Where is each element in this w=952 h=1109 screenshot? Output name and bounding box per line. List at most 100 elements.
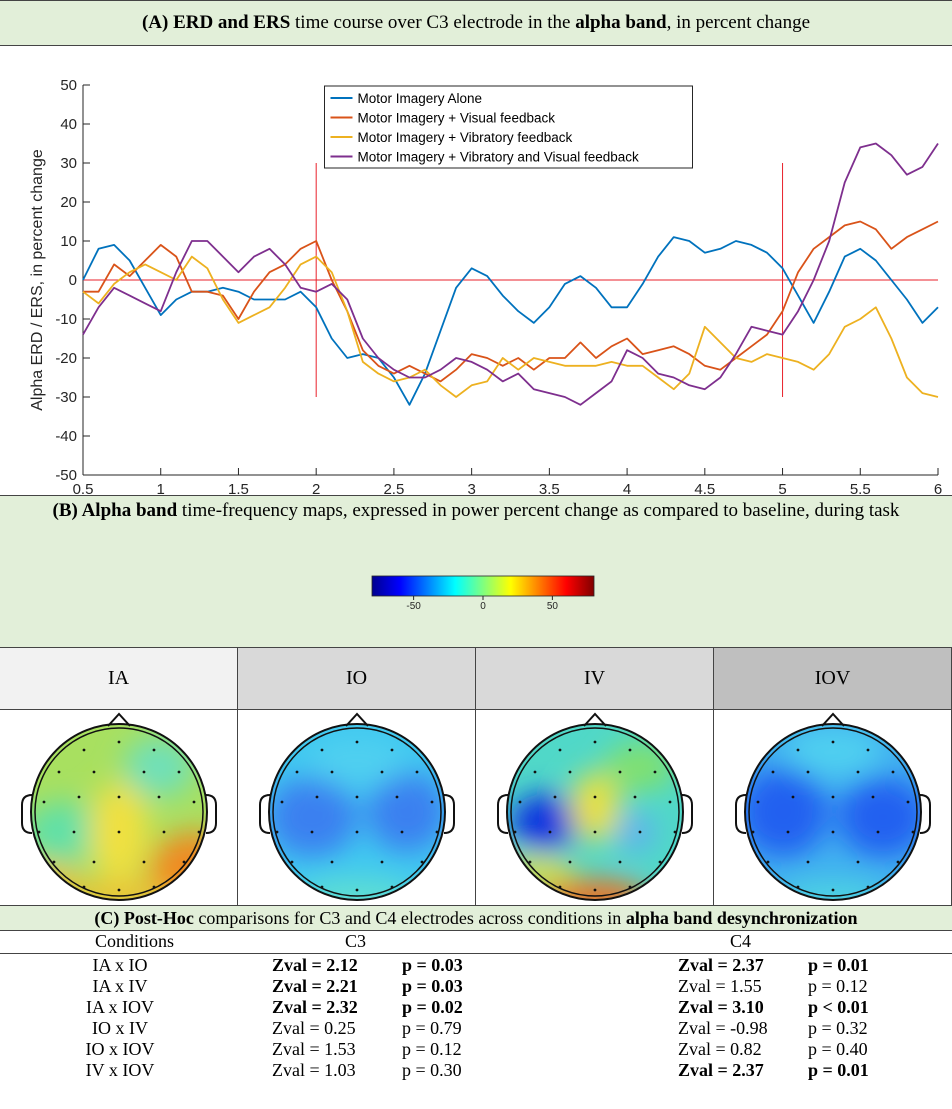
topomap-field bbox=[31, 724, 207, 900]
electrode bbox=[528, 860, 532, 864]
electrode bbox=[355, 740, 359, 744]
series-line bbox=[83, 220, 939, 383]
topomap-blob bbox=[507, 857, 575, 887]
title-part: alpha band bbox=[575, 12, 667, 33]
y-tick-label: 40 bbox=[60, 116, 77, 133]
electrode bbox=[558, 748, 562, 752]
condition-cell: IA x IV bbox=[92, 976, 148, 996]
table-row: IA x IO Zval = 2.12 p = 0.03 Zval = 2.37 p =… bbox=[0, 955, 952, 977]
topomap-blob bbox=[838, 777, 921, 857]
topomap bbox=[735, 712, 931, 901]
topomap-blob bbox=[59, 882, 179, 900]
electrode bbox=[593, 795, 597, 799]
electrode bbox=[856, 860, 860, 864]
posthoc-table: Conditions C3 C4 IA x IO Zval = 2.12 p = 0.03… bbox=[0, 931, 952, 1109]
zval-cell: Zval = 2.37 bbox=[678, 955, 764, 975]
topomap-field bbox=[507, 724, 683, 900]
title-part: time course over C3 electrode in the bbox=[290, 12, 576, 33]
electrode bbox=[771, 770, 775, 774]
electrode bbox=[831, 888, 835, 892]
legend-label: Motor Imagery + Visual feedback bbox=[358, 111, 556, 126]
electrode bbox=[380, 860, 384, 864]
y-tick-label: -10 bbox=[55, 311, 77, 328]
y-axis-label: Alpha ERD / ERS, in percent change bbox=[29, 149, 46, 411]
electrode bbox=[568, 860, 572, 864]
topomap-blob bbox=[615, 812, 655, 852]
topomap bbox=[259, 712, 455, 901]
topomap-blob bbox=[570, 772, 620, 842]
y-tick-label: 30 bbox=[60, 155, 77, 172]
y-tick-label: 0 bbox=[69, 272, 77, 289]
electrode bbox=[786, 830, 790, 834]
head-inner bbox=[34, 727, 204, 897]
x-tick-label: 4.5 bbox=[694, 481, 715, 495]
chart: -50 -40 -30 -20 -10 0 10 20 30 40 50 0.5 1 1.5 2 2.5 3 3.… bbox=[29, 77, 942, 495]
head-ear bbox=[681, 794, 693, 834]
head-outline bbox=[744, 723, 922, 901]
y-tick-label: -50 bbox=[55, 467, 77, 484]
topomap-blob bbox=[31, 802, 104, 862]
condition-label: IV bbox=[476, 648, 714, 710]
electrode bbox=[72, 830, 76, 834]
zval-cell: Zval = 2.37 bbox=[678, 1060, 764, 1080]
zval-cell: Zval = -0.98 bbox=[678, 1018, 768, 1038]
electrode bbox=[866, 885, 870, 889]
x-tick-label: 1.5 bbox=[228, 481, 249, 495]
zval-cell: Zval = 0.25 bbox=[272, 1018, 356, 1038]
title-part: (C) Post-Hoc bbox=[94, 908, 194, 928]
head-ear bbox=[497, 794, 509, 834]
electrode bbox=[831, 740, 835, 744]
electrode bbox=[866, 748, 870, 752]
topomap-blob bbox=[31, 862, 79, 900]
panel-a-header: (A) ERD and ERS time course over C3 elec… bbox=[0, 0, 952, 46]
title-part: (B) Alpha band bbox=[52, 500, 178, 521]
electrode bbox=[906, 800, 910, 804]
electrode bbox=[77, 795, 81, 799]
electrode bbox=[117, 740, 121, 744]
electrode bbox=[142, 860, 146, 864]
table-row: IA x IOV Zval = 2.32 p = 0.02 Zval = 3.10 p … bbox=[0, 997, 952, 1019]
electrode bbox=[182, 860, 186, 864]
electrode bbox=[117, 795, 121, 799]
electrode bbox=[290, 860, 294, 864]
electrode bbox=[390, 885, 394, 889]
colorbar-ramp bbox=[371, 575, 595, 597]
electrode bbox=[330, 860, 334, 864]
electrode bbox=[42, 800, 46, 804]
head-outline bbox=[268, 723, 446, 901]
pval-cell: p = 0.12 bbox=[402, 1039, 462, 1059]
electrode bbox=[791, 795, 795, 799]
pval-cell: p = 0.40 bbox=[808, 1039, 868, 1059]
electrode bbox=[638, 830, 642, 834]
electrode bbox=[593, 830, 597, 834]
zval-cell: Zval = 3.10 bbox=[678, 997, 764, 1017]
electrode bbox=[568, 770, 572, 774]
electrode bbox=[420, 860, 424, 864]
panel-c-header: (C) Post-Hoc comparisons for C3 and C4 e… bbox=[0, 905, 952, 931]
legend-label: Motor Imagery + Vibratory feedback bbox=[358, 130, 573, 145]
panel-b-header: (B) Alpha band time-frequency maps, expr… bbox=[0, 495, 952, 648]
panel-b-title: (B) Alpha band time-frequency maps, expr… bbox=[0, 500, 952, 522]
electrode bbox=[618, 770, 622, 774]
head-ear bbox=[735, 794, 747, 834]
topomap-blob bbox=[269, 777, 357, 857]
table-header-cell: C3 bbox=[345, 931, 367, 951]
topomap-cell bbox=[714, 710, 952, 905]
electrode bbox=[57, 770, 61, 774]
electrode bbox=[52, 860, 56, 864]
electrode bbox=[315, 795, 319, 799]
electrode bbox=[37, 830, 41, 834]
electrode bbox=[177, 770, 181, 774]
pval-cell: p = 0.12 bbox=[808, 976, 868, 996]
table-header-cell: C4 bbox=[730, 931, 752, 951]
x-tick-label: 5.5 bbox=[850, 481, 871, 495]
electrode bbox=[653, 770, 657, 774]
head-ear bbox=[21, 794, 33, 834]
head-inner bbox=[748, 727, 918, 897]
series-line bbox=[82, 236, 939, 406]
electrode bbox=[876, 830, 880, 834]
electrode bbox=[756, 800, 760, 804]
zval-cell: Zval = 1.03 bbox=[272, 1060, 356, 1080]
electrode bbox=[658, 860, 662, 864]
condition-label: IOV bbox=[714, 648, 952, 710]
